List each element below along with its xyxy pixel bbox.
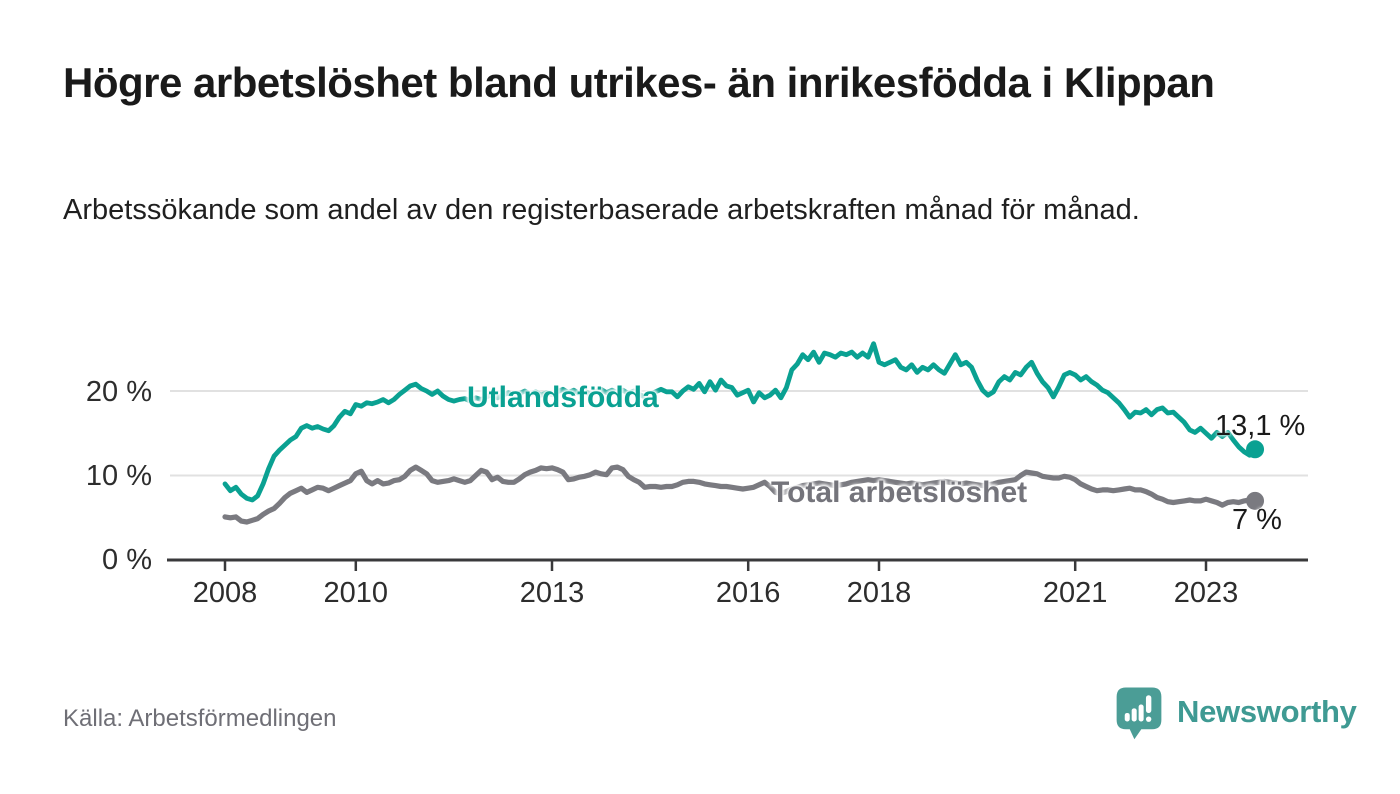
newsworthy-bubble-chart-icon [1115, 686, 1163, 745]
page-subtitle: Arbetssökande som andel av den registerb… [63, 194, 1140, 226]
newsworthy-logo[interactable]: Newsworthy [1115, 686, 1357, 745]
x-tick-label-2010: 2010 [323, 577, 389, 609]
line-chart-plot [167, 341, 1308, 571]
series-label-utlandsfodda: Utlandsfödda [467, 381, 659, 414]
end-dot-total [1246, 491, 1265, 510]
x-tick-label-2008: 2008 [192, 577, 258, 609]
end-value-utlandsfodda: 13,1 % [1215, 410, 1306, 442]
series-label-total-arbetsloshet: Total arbetslöshet [771, 476, 1028, 509]
end-dot-utlandsfodda [1246, 440, 1265, 459]
x-tick-label-2018: 2018 [846, 577, 912, 609]
x-tick-label-2021: 2021 [1042, 577, 1108, 609]
newsworthy-wordmark: Newsworthy [1177, 694, 1357, 729]
x-tick-label-2016: 2016 [715, 577, 781, 609]
y-tick-label-0: 0 % [102, 544, 152, 576]
x-tick-label-2023: 2023 [1173, 577, 1239, 609]
source-attribution: Källa: Arbetsförmedlingen [63, 705, 337, 732]
x-tick-label-2013: 2013 [519, 577, 585, 609]
page-title: Högre arbetslöshet bland utrikes- än inr… [63, 59, 1215, 106]
y-tick-label-10: 10 % [85, 460, 152, 492]
series-line-total [222, 464, 1258, 525]
y-tick-label-20: 20 % [85, 376, 152, 408]
series-line-utlandsfodda [222, 341, 1258, 503]
end-value-total: 7 % [1232, 504, 1282, 536]
